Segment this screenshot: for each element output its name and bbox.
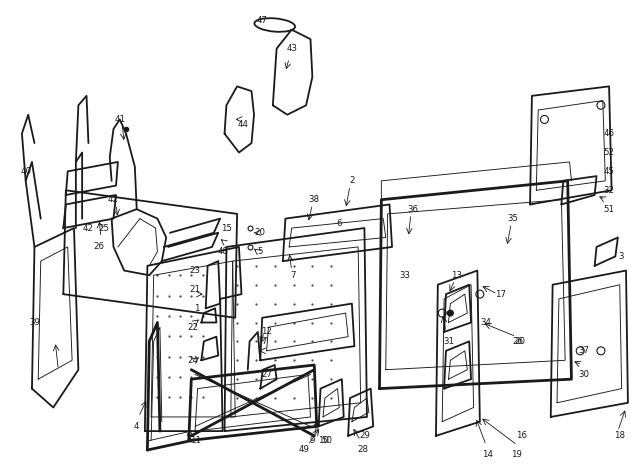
Text: 3: 3 [619,252,625,261]
Text: 41: 41 [114,115,126,124]
Text: 40: 40 [20,167,31,176]
Text: 23: 23 [189,266,201,275]
Text: 30: 30 [579,370,589,379]
Text: 5: 5 [257,247,263,256]
Text: 50: 50 [321,436,333,445]
Text: 20: 20 [514,337,525,346]
Text: 20: 20 [255,228,266,238]
Text: 27: 27 [261,370,272,379]
Text: 6: 6 [336,219,342,228]
Text: 46: 46 [604,129,615,138]
Text: 42: 42 [83,224,94,233]
Text: 37: 37 [579,346,589,355]
Text: 47: 47 [257,16,268,25]
Text: 42: 42 [108,195,119,204]
Text: 7: 7 [261,337,267,346]
Text: 29: 29 [359,431,370,440]
Text: 15: 15 [221,224,232,233]
Text: 17: 17 [495,290,506,299]
Text: 9: 9 [310,436,315,445]
Text: 28: 28 [357,446,368,455]
Text: 32: 32 [604,186,615,195]
Text: 25: 25 [98,224,109,233]
Text: 1: 1 [194,304,199,313]
Text: 43: 43 [286,44,297,53]
Text: 4: 4 [134,422,139,431]
Text: 14: 14 [483,450,493,459]
Text: 39: 39 [29,318,40,327]
Text: 22: 22 [187,323,199,332]
Text: 12: 12 [261,327,272,336]
Text: 26: 26 [512,337,523,346]
Text: 18: 18 [614,431,625,440]
Text: 21: 21 [189,285,201,294]
Text: 10: 10 [317,436,329,445]
Text: 26: 26 [93,242,105,251]
Text: 11: 11 [189,436,201,445]
Text: 33: 33 [399,271,410,280]
Text: 19: 19 [511,450,522,459]
Text: 45: 45 [604,167,615,176]
Text: 36: 36 [407,205,418,214]
Text: 34: 34 [481,318,492,327]
Text: 49: 49 [298,446,310,455]
Text: 44: 44 [238,120,249,129]
Text: 31: 31 [443,337,454,346]
Text: 48: 48 [217,247,228,256]
Text: 35: 35 [507,214,519,223]
Text: 51: 51 [604,205,615,214]
Circle shape [447,310,453,316]
Text: 52: 52 [604,148,615,157]
Text: 2: 2 [349,176,355,185]
Text: 24: 24 [187,356,199,365]
Text: 13: 13 [451,271,462,280]
Text: 7: 7 [291,271,297,280]
Text: 16: 16 [516,431,527,440]
Text: 38: 38 [309,195,320,204]
